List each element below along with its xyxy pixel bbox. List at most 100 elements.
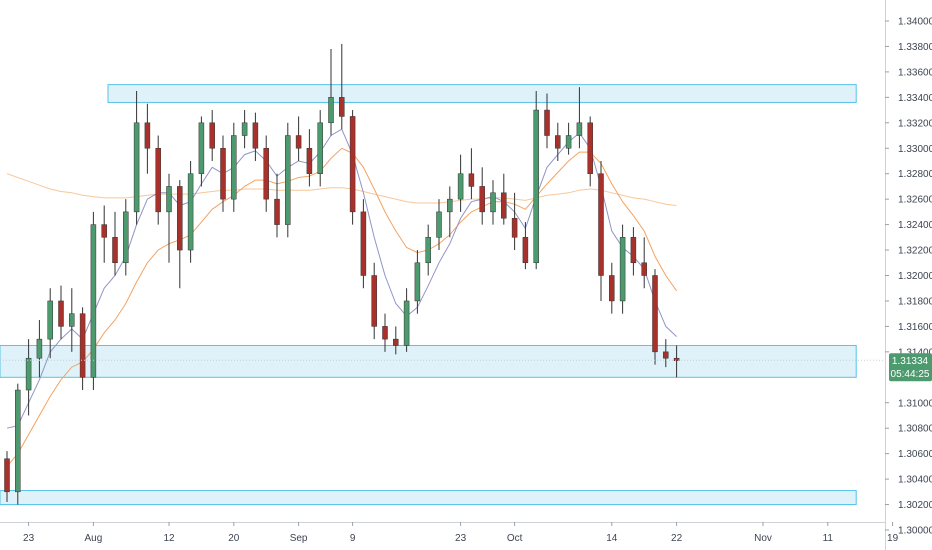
candle: [555, 122, 561, 161]
candle: [328, 48, 334, 136]
candle-body-down: [382, 326, 388, 340]
candle: [382, 313, 388, 352]
candle-body-down: [555, 135, 561, 149]
candle-body-up: [447, 198, 453, 213]
candle: [274, 173, 280, 238]
candle-body-down: [371, 275, 377, 327]
current-price-tag-background: [889, 353, 932, 382]
y-tick-label: 1.30800: [898, 424, 932, 435]
y-tick-label: 1.30400: [898, 475, 932, 486]
x-tick-label: 23: [455, 533, 467, 544]
candle: [306, 129, 313, 187]
candle: [576, 87, 583, 149]
candle-body-down: [252, 122, 259, 149]
candle-body-down: [663, 351, 669, 359]
x-tick-label: Nov: [754, 533, 772, 544]
candle-body-down: [501, 192, 507, 219]
candle-body-down: [220, 148, 226, 200]
sr-zone-1[interactable]: [107, 84, 857, 103]
candle-body-down: [522, 237, 529, 264]
candle: [511, 192, 518, 251]
candle: [630, 227, 637, 276]
y-tick-label: 1.33000: [898, 144, 932, 155]
candle: [252, 112, 259, 161]
candles-layer: [4, 43, 680, 505]
x-tick-label: 12: [163, 533, 175, 544]
candle: [15, 383, 21, 505]
candle: [263, 135, 269, 212]
candle: [231, 122, 237, 212]
price-axis[interactable]: 1.34000 1.33800 1.33600 1.33400 1.33200 1.330…: [885, 17, 932, 537]
candle-body-down: [209, 122, 215, 149]
candle: [209, 110, 215, 161]
candle: [101, 205, 107, 263]
candle-body-up: [198, 122, 205, 174]
candle-body-up: [403, 300, 410, 346]
candle: [241, 110, 248, 149]
candle-body-down: [144, 122, 151, 149]
candle: [533, 90, 539, 270]
y-tick-label: 1.32600: [898, 195, 932, 206]
candle-body-up: [90, 224, 97, 378]
candle: [468, 148, 475, 200]
candle: [425, 224, 431, 276]
y-tick-label: 1.33200: [898, 118, 932, 129]
candle: [90, 211, 97, 391]
y-tick-label: 1.32200: [898, 246, 932, 257]
candle-body-up: [619, 237, 626, 302]
candle-body-down: [177, 186, 183, 251]
y-tick-label: 1.30600: [898, 449, 932, 460]
time-axis[interactable]: 23 Aug 12 20 Sep 9 23 Oct 14 22 Nov 11 19: [23, 522, 899, 544]
candle-body-up: [328, 97, 334, 124]
y-tick-label: 1.32000: [898, 271, 932, 282]
y-tick-label: 1.31000: [898, 398, 932, 409]
candle-body-down: [360, 211, 367, 276]
sr-zone-3[interactable]: [0, 490, 857, 506]
candle: [295, 116, 302, 161]
candle-body-down: [274, 198, 280, 225]
x-tick-label: 22: [671, 533, 683, 544]
x-tick-label: 23: [23, 533, 35, 544]
candle: [501, 173, 507, 225]
candle: [587, 116, 593, 187]
sr-zone-2[interactable]: [0, 344, 857, 378]
candle: [47, 288, 53, 359]
candle: [565, 122, 572, 155]
candle-body-down: [511, 217, 518, 238]
candle: [619, 224, 626, 314]
candle: [414, 250, 421, 314]
x-tick-label: Oct: [507, 533, 523, 544]
x-tick-label: 9: [350, 533, 356, 544]
y-tick-label: 1.30000: [898, 526, 932, 537]
candle-body-up: [241, 122, 248, 136]
candle-body-down: [479, 186, 485, 213]
candle: [544, 93, 550, 149]
y-tick-label: 1.33400: [898, 93, 932, 104]
candle-body-down: [349, 116, 356, 213]
candle: [457, 154, 464, 212]
candle-body-up: [436, 211, 442, 238]
y-tick-label: 1.33800: [898, 42, 932, 53]
candle: [663, 339, 669, 368]
candle: [479, 167, 485, 225]
candle-body-up: [576, 122, 583, 136]
candle-body-down: [4, 458, 10, 493]
candle-body-up: [166, 186, 172, 213]
candle-body-up: [231, 135, 237, 200]
zones-layer: [0, 84, 857, 506]
candle: [652, 269, 658, 365]
candle: [58, 285, 64, 340]
candle-body-down: [630, 237, 637, 264]
candle-body-down: [155, 148, 161, 213]
candle: [25, 339, 32, 416]
candle: [285, 122, 291, 238]
candle: [220, 135, 226, 212]
candle-body-down: [58, 300, 64, 327]
candle-body-down: [306, 148, 313, 174]
candle: [123, 199, 129, 276]
candle-body-down: [112, 237, 118, 264]
y-tick-label: 1.31800: [898, 296, 932, 307]
x-tick-label: Sep: [290, 533, 308, 544]
bar-countdown: 05:44:25: [891, 369, 930, 380]
